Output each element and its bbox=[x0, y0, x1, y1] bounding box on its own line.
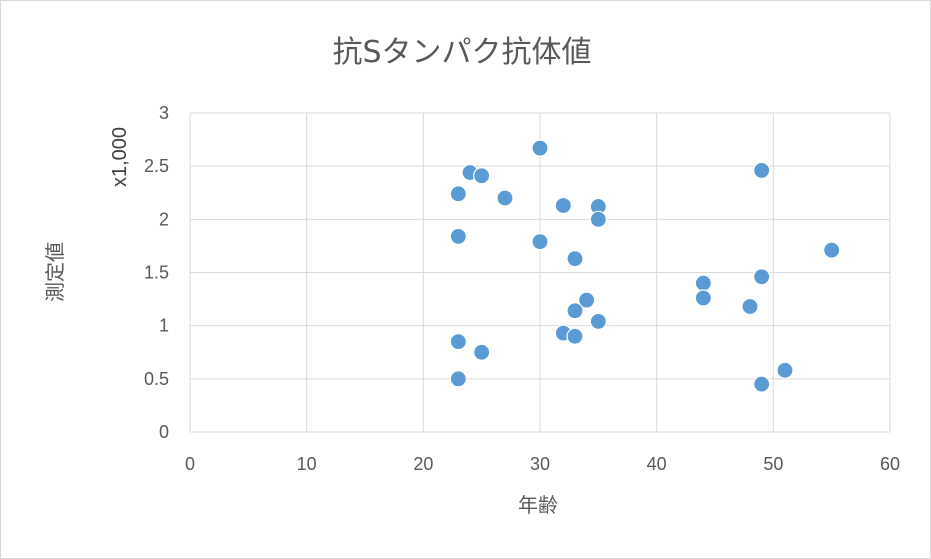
y-tick-label: 3 bbox=[159, 103, 169, 123]
x-tick-label: 10 bbox=[297, 454, 317, 474]
data-point bbox=[578, 291, 596, 309]
x-tick-label: 0 bbox=[185, 454, 195, 474]
y-tick-labels: 0 0.5 1 1.5 2 2.5 3 bbox=[144, 103, 169, 442]
x-tick-label: 20 bbox=[413, 454, 433, 474]
y-axis-units: x1,000 bbox=[109, 127, 131, 187]
data-point bbox=[449, 333, 467, 351]
y-tick-label: 1.5 bbox=[144, 263, 169, 283]
data-point bbox=[554, 196, 572, 215]
data-point bbox=[449, 185, 467, 203]
gridlines bbox=[189, 112, 891, 433]
data-point bbox=[531, 233, 549, 251]
data-point bbox=[449, 370, 467, 388]
data-point bbox=[449, 227, 467, 245]
data-point bbox=[531, 139, 549, 157]
x-axis-title: 年齢 bbox=[518, 493, 558, 517]
x-tick-label: 50 bbox=[763, 454, 783, 474]
data-point bbox=[496, 189, 514, 207]
y-tick-label: 1 bbox=[159, 316, 169, 336]
data-point bbox=[694, 289, 712, 307]
data-point bbox=[589, 210, 607, 228]
data-point bbox=[566, 250, 584, 268]
data-point bbox=[753, 161, 771, 180]
data-point bbox=[694, 274, 712, 292]
x-tick-label: 30 bbox=[530, 454, 550, 474]
data-point bbox=[473, 343, 491, 361]
data-point bbox=[589, 312, 607, 331]
y-tick-label: 0.5 bbox=[144, 369, 169, 389]
data-point bbox=[566, 302, 584, 320]
y-tick-label: 0 bbox=[159, 422, 169, 442]
y-tick-label: 2 bbox=[159, 209, 169, 229]
chart-title: 抗Sタンパク抗体値 bbox=[332, 35, 591, 70]
data-point bbox=[753, 375, 771, 393]
y-axis-title: 測定値 bbox=[43, 242, 67, 302]
data-point bbox=[776, 361, 794, 379]
data-points bbox=[449, 139, 841, 393]
data-point bbox=[753, 268, 771, 286]
x-tick-labels: 0 10 20 30 40 50 60 bbox=[185, 454, 900, 474]
y-tick-label: 2.5 bbox=[144, 156, 169, 176]
x-tick-label: 60 bbox=[880, 454, 900, 474]
data-point bbox=[566, 327, 584, 345]
data-point bbox=[473, 167, 491, 185]
data-point bbox=[823, 241, 841, 259]
data-point bbox=[741, 297, 759, 316]
x-tick-label: 40 bbox=[647, 454, 667, 474]
